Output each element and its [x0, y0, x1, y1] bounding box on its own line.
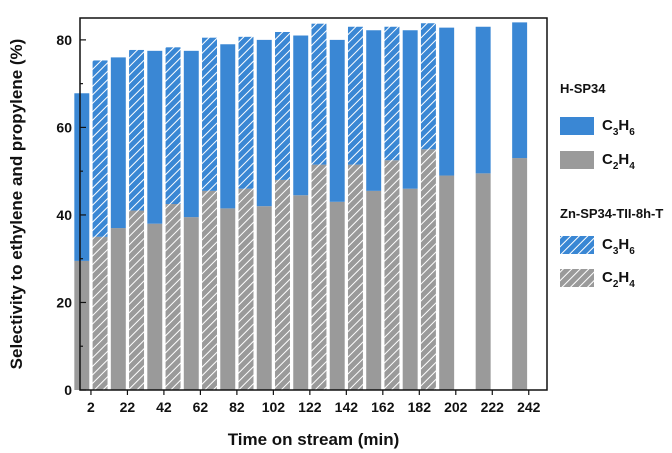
bar-h-c2h4-242 [512, 158, 528, 390]
bar-zn-c3h6-42 [165, 47, 181, 204]
y-tick-label: 20 [56, 294, 72, 310]
x-tick-label: 102 [262, 399, 286, 415]
legend-label: C3H6 [602, 117, 635, 138]
bar-zn-c3h6-102 [275, 32, 290, 180]
bar-h-c2h4-142 [329, 201, 345, 390]
x-axis: 2 22 42 62 82 102 122 142 162 182 202 222 242 [87, 390, 541, 415]
bar-h-c3h6-142 [329, 39, 345, 202]
bar-zn-c3h6-182 [420, 23, 436, 150]
bar-h-c2h4-42 [147, 223, 163, 390]
bar-h-c3h6-162 [366, 30, 382, 191]
x-tick-label: 22 [120, 399, 136, 415]
bar-h-c3h6-22 [110, 57, 126, 229]
legend-label: C2H4 [602, 269, 635, 290]
legend-swatch [560, 269, 594, 287]
bar-zn-c2h4-182 [420, 149, 436, 390]
bar-h-c3h6-2 [74, 93, 90, 261]
bar-zn-c3h6-162 [384, 26, 400, 161]
x-tick-label: 62 [193, 399, 209, 415]
y-tick-label: 60 [56, 119, 72, 135]
bar-zn-c2h4-42 [165, 204, 181, 390]
legend-label: C2H4 [602, 151, 635, 172]
bar-zn-c3h6-82 [238, 36, 254, 189]
bar-h-c3h6-62 [183, 50, 199, 218]
y-tick-label: 40 [56, 207, 72, 223]
y-tick-label: 0 [64, 382, 72, 398]
bar-h-c2h4-162 [366, 190, 382, 390]
legend-swatch [560, 236, 594, 254]
bar-h-c3h6-82 [220, 44, 236, 209]
bar-h-c2h4-82 [220, 208, 236, 390]
bar-zn-c2h4-142 [347, 164, 363, 390]
legend-label: C3H6 [602, 236, 635, 257]
bar-h-c2h4-222 [475, 173, 491, 390]
bar-h-c3h6-122 [293, 35, 309, 196]
x-tick-label: 202 [444, 399, 468, 415]
legend-group-title: H-SP34 [560, 81, 606, 96]
x-tick-label: 82 [229, 399, 245, 415]
bar-zn-c2h4-162 [384, 160, 400, 390]
x-tick-label: 242 [517, 399, 541, 415]
bar-h-c3h6-102 [256, 39, 272, 207]
bar-zn-c3h6-2 [92, 60, 108, 237]
x-tick-label: 122 [298, 399, 322, 415]
plot-frame [79, 17, 548, 391]
bar-h-c3h6-222 [475, 26, 491, 174]
bar-zn-c3h6-22 [129, 49, 145, 211]
x-tick-label: 162 [371, 399, 395, 415]
y-axis-title: Selectivity to ethylene and propylene (%… [7, 39, 26, 370]
x-tick-label: 222 [481, 399, 505, 415]
y-tick-label: 80 [56, 32, 72, 48]
x-tick-label: 142 [335, 399, 359, 415]
bar-h-c3h6-42 [147, 50, 163, 224]
legend-group-title: Zn-SP34-TII-8h-T [560, 206, 663, 221]
bar-h-c2h4-102 [256, 206, 272, 390]
bar-h-c2h4-182 [402, 188, 418, 390]
x-axis-title: Time on stream (min) [228, 430, 400, 449]
x-tick-label: 182 [408, 399, 432, 415]
bar-zn-c2h4-62 [202, 190, 217, 390]
bar-h-c3h6-202 [439, 27, 455, 176]
bar-zn-c2h4-22 [129, 210, 145, 390]
bar-h-c2h4-62 [183, 217, 199, 390]
y-axis: 0 20 40 60 80 [56, 32, 86, 398]
bar-h-c3h6-242 [512, 22, 528, 159]
bar-h-c2h4-202 [439, 175, 455, 390]
x-tick-label: 42 [156, 399, 172, 415]
legend-swatch [560, 117, 594, 135]
bar-h-c2h4-122 [293, 195, 309, 390]
bar-zn-c3h6-62 [202, 37, 217, 191]
bar-h-c2h4-22 [110, 228, 126, 390]
bars-layer [74, 22, 528, 390]
bar-zn-c2h4-102 [275, 179, 290, 390]
x-tick-label: 2 [87, 399, 95, 415]
bar-zn-c3h6-122 [311, 23, 327, 165]
bar-zn-c3h6-142 [347, 26, 363, 165]
legend: H-SP34 C3H6 C2H4 Zn-SP34-TII-8h-T C3H6 C2H4 [560, 81, 663, 290]
bar-zn-c2h4-2 [92, 236, 108, 390]
bar-zn-c2h4-82 [238, 188, 254, 390]
bar-zn-c2h4-122 [311, 164, 327, 390]
bar-h-c2h4-2 [74, 260, 90, 390]
legend-swatch [560, 151, 594, 169]
bar-h-c3h6-182 [402, 30, 418, 189]
